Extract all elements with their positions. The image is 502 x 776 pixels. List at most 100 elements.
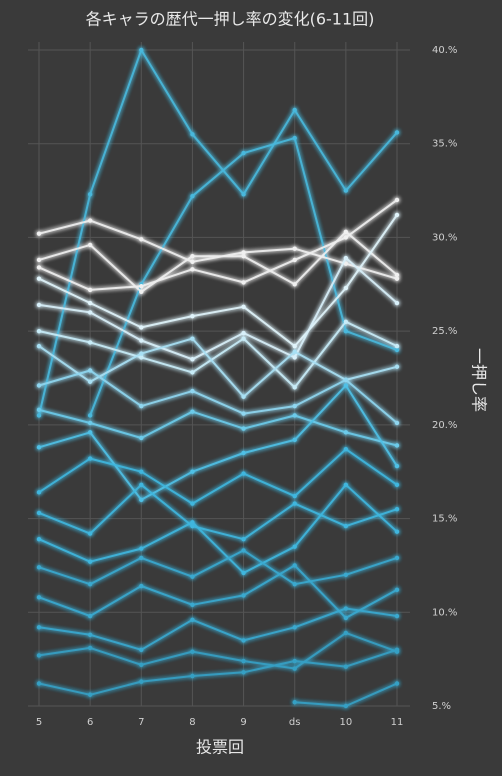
point <box>190 617 195 622</box>
series-line <box>38 648 398 696</box>
point <box>292 493 297 499</box>
point <box>241 150 246 156</box>
series-line <box>38 384 398 501</box>
x-tick-label: 11 <box>391 717 404 728</box>
point <box>190 523 195 529</box>
point <box>292 135 297 141</box>
point <box>292 257 297 263</box>
point <box>394 347 400 353</box>
point <box>36 653 42 658</box>
point <box>190 370 195 375</box>
point <box>87 456 93 461</box>
point <box>394 507 400 512</box>
point <box>139 355 144 360</box>
point <box>343 255 349 261</box>
point <box>36 625 42 630</box>
point <box>139 403 144 409</box>
point <box>241 670 246 675</box>
point <box>87 559 93 564</box>
labels: 5.% 10.% 15.% 20.% 25.% 30.% 35.% 40.% 5 6 7 8 9 ds 10… <box>36 45 458 728</box>
point <box>139 647 144 652</box>
point <box>292 625 297 630</box>
point <box>241 192 246 197</box>
point <box>394 482 400 488</box>
point <box>292 403 297 409</box>
y-tick-label: 20.% <box>432 420 457 431</box>
point <box>139 583 144 589</box>
chart-title: 各キャラの歴代一押し率の変化(6-11回) <box>86 10 375 29</box>
point <box>87 218 93 223</box>
series-line <box>38 199 398 291</box>
point <box>292 501 297 506</box>
point <box>292 107 297 113</box>
point <box>139 237 144 242</box>
y-axis-title: 一押し率 <box>470 348 489 412</box>
point <box>343 319 349 324</box>
x-tick-label: ds <box>289 717 301 728</box>
point <box>394 647 400 652</box>
point <box>36 681 42 686</box>
lines <box>36 47 400 709</box>
series-line <box>38 631 398 670</box>
series-line <box>38 607 398 651</box>
series-line <box>38 483 398 541</box>
point <box>36 407 42 413</box>
point <box>343 328 349 334</box>
point <box>394 463 400 469</box>
point <box>292 343 297 349</box>
point <box>241 394 246 399</box>
point <box>190 253 195 259</box>
point <box>36 276 42 281</box>
series-line <box>38 408 398 447</box>
point <box>36 565 42 570</box>
point <box>139 338 144 343</box>
point <box>343 630 349 636</box>
point <box>343 285 349 291</box>
series-line <box>38 448 398 505</box>
point <box>292 700 297 705</box>
y-tick-label: 25.% <box>432 326 457 337</box>
point <box>343 664 349 669</box>
x-tick-label: 6 <box>87 717 93 728</box>
point <box>343 447 349 452</box>
point <box>190 259 195 264</box>
point <box>292 544 297 549</box>
point <box>241 280 246 285</box>
point <box>292 385 297 390</box>
y-tick-label: 40.% <box>432 45 457 56</box>
point <box>241 658 246 664</box>
point <box>241 253 246 259</box>
point <box>292 413 297 418</box>
point <box>343 383 349 388</box>
point <box>36 383 42 388</box>
point <box>394 130 400 135</box>
point <box>343 377 349 383</box>
point <box>394 587 400 592</box>
point <box>394 613 400 619</box>
x-tick-label: 8 <box>189 717 195 728</box>
point <box>394 300 400 306</box>
point <box>394 272 400 278</box>
point <box>139 47 144 53</box>
point <box>87 287 93 293</box>
point <box>343 615 349 621</box>
point <box>241 593 246 598</box>
point <box>292 355 297 360</box>
point <box>190 602 195 607</box>
point <box>394 343 400 349</box>
point <box>190 313 195 319</box>
series-line <box>38 320 398 389</box>
point <box>343 235 349 240</box>
point <box>292 246 297 251</box>
point <box>343 229 349 235</box>
point <box>87 645 93 651</box>
point <box>36 265 42 270</box>
y-tick-label: 35.% <box>432 139 457 150</box>
point <box>190 469 195 474</box>
point <box>241 330 246 336</box>
point <box>241 450 246 456</box>
point <box>292 437 297 443</box>
point <box>87 531 93 536</box>
point <box>394 276 400 281</box>
